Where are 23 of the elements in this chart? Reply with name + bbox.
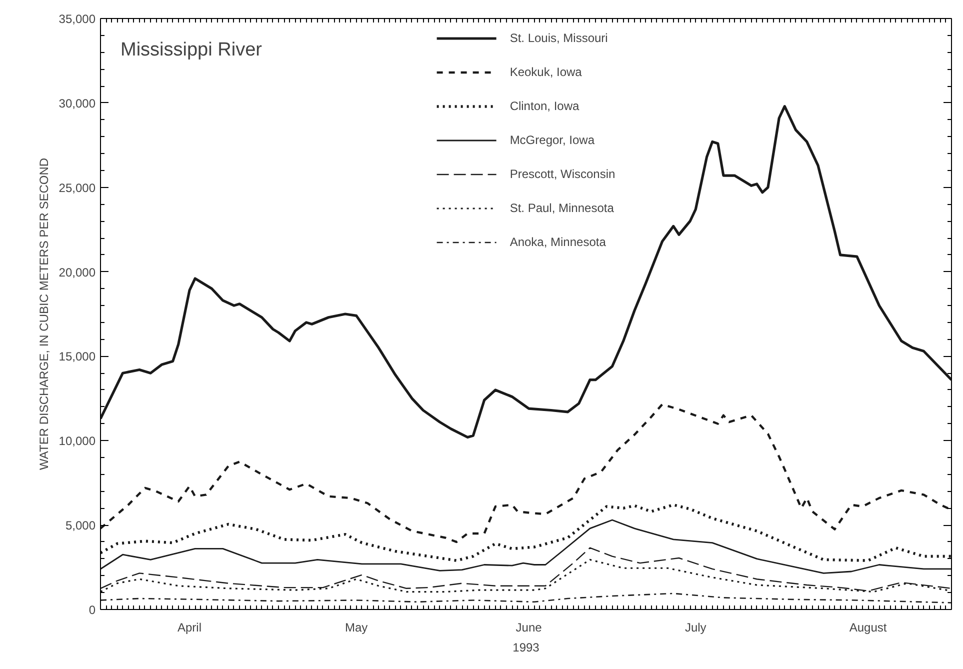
y-tick-label: 25,000 [58,180,96,195]
y-tick-label: 5,000 [65,518,96,533]
legend-label: Keokuk, Iowa [510,65,582,79]
legend-label: St. Louis, Missouri [510,31,608,45]
x-tick-label: August [849,620,888,634]
y-tick-label: 10,000 [58,434,96,448]
y-tick-label: 0 [88,603,96,617]
x-tick-label: June [516,620,542,634]
y-tick-label: 15,000 [58,350,96,364]
x-tick-label: April [177,620,202,634]
legend-label: Prescott, Wisconsin [510,167,616,181]
legend-label: Anoka, Minnesota [510,235,606,249]
legend-label: Clinton, Iowa [510,99,580,113]
x-tick-label: May [345,620,368,634]
x-axis-title: 1993 [512,640,540,654]
text: Mississippi River [120,40,263,60]
legend-label: McGregor, Iowa [510,133,595,147]
x-tick-label: July [684,620,706,634]
y-axis-title: WATER DISCHARGE, IN CUBIC METERS PER SECOND [36,158,51,470]
y-tick-label: 35,000 [58,12,96,26]
legend-label: St. Paul, Minnesota [510,201,614,215]
y-tick-label: 20,000 [58,265,96,280]
y-tick-label: 30,000 [58,96,96,110]
